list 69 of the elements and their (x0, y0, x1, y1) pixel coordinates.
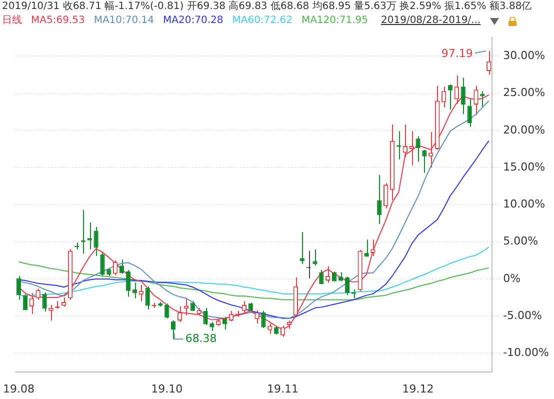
y-tick-label: 15.00% (503, 160, 546, 174)
candlestick (319, 270, 324, 285)
chart-title: 2019/10/31 收68.71 幅-1.17%(-0.81) 开69.38 高69.83 低68.68 均68.95 量5.63万 换2.59% 振1.65% 额3.88亿 (1, 0, 533, 14)
y-tick-label: 30.00% (503, 49, 546, 62)
candlestick (261, 310, 266, 328)
y-tick-label: -5.00% (503, 308, 542, 322)
candlestick (177, 306, 182, 323)
legend-title: 日线 (2, 14, 22, 28)
candlestick (164, 302, 170, 319)
candlestick (370, 239, 376, 256)
y-tick-label: 5.00% (503, 234, 538, 248)
candlestick (312, 248, 318, 266)
candlestick (416, 136, 420, 162)
text: MA60:72.62 (232, 14, 292, 28)
candlestick (203, 307, 208, 326)
candlestick (100, 250, 105, 278)
candlestick (467, 98, 472, 128)
candlestick (254, 310, 260, 324)
candlestick (474, 85, 478, 116)
candlestick (94, 226, 98, 256)
candlestick (222, 316, 228, 330)
candlestick (409, 130, 414, 166)
candlestick (29, 292, 34, 314)
candlestick (242, 300, 246, 313)
y-tick-label: -10.00% (503, 346, 550, 360)
text: MA20:70.28 (163, 14, 224, 28)
text: 2019/08/28-2019/... (381, 14, 481, 28)
text: MA5:69.53 (31, 14, 85, 28)
candlestick (126, 270, 131, 298)
annotation: 97.19 (441, 46, 473, 60)
candlestick (48, 304, 54, 322)
candlestick (184, 298, 189, 316)
y-tick-label: 0% (503, 272, 521, 285)
candlestick (384, 182, 388, 209)
y-tick-label: 20.00% (503, 123, 546, 136)
candlestick (119, 259, 124, 274)
candlestick (460, 77, 466, 115)
x-tick-label: 19.10 (151, 382, 183, 396)
candlestick (145, 286, 150, 310)
candlestick (300, 232, 304, 265)
y-tick-label: 10.00% (503, 198, 546, 211)
candlestick (22, 293, 28, 311)
text: MA120:71.95 (301, 14, 368, 28)
candlestick (441, 86, 446, 108)
candlestick (42, 292, 47, 312)
candlestick (486, 50, 492, 76)
candlestick (454, 74, 459, 104)
x-tick-label: 19.08 (3, 382, 35, 396)
candlestick (364, 239, 369, 258)
candlestick (228, 310, 234, 322)
candlestick (344, 276, 350, 296)
candlestick (113, 260, 118, 276)
candlestick (377, 174, 382, 225)
candlestick (280, 325, 286, 338)
x-tick-label: 19.11 (267, 382, 299, 396)
x-tick-label: 19.12 (402, 382, 434, 396)
candlestick (170, 320, 176, 340)
y-tick-label: 25.00% (503, 86, 546, 100)
candlestick (448, 84, 453, 110)
candlestick (36, 288, 40, 300)
candlestick (402, 124, 408, 158)
candlestick (16, 275, 22, 300)
annotation: 68.38 (185, 332, 217, 345)
candlestick (422, 149, 427, 174)
candlestick (87, 222, 92, 250)
candlestick (480, 90, 485, 108)
candlestick (326, 266, 330, 284)
candlestick (428, 131, 434, 168)
text: MA10:70.14 (94, 14, 154, 28)
